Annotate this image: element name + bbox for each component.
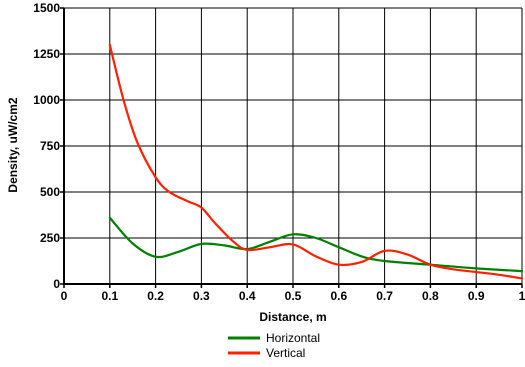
y-tick-label-4: 1000 [33,93,60,107]
series-line-vertical [108,43,524,280]
x-tick-label-8: 0.8 [422,289,439,303]
legend-label-vertical: Vertical [266,346,305,360]
x-tick-label-1: 0.1 [101,289,118,303]
x-tick-label-7: 0.7 [376,289,393,303]
x-tick-label-0: 0 [61,289,68,303]
ticks-layer: 0 0.1 0.2 0.3 0.4 0.5 0.6 0.7 0.8 0.9 1 0 250 500 750 1… [33,1,525,303]
x-tick-label-10: 1 [519,289,525,303]
x-tick-label-2: 0.2 [147,289,164,303]
y-tick-label-5: 1250 [33,47,60,61]
x-tick-label-6: 0.6 [330,289,347,303]
x-tick-label-9: 0.9 [468,289,485,303]
x-tick-label-4: 0.4 [239,289,256,303]
x-axis-title: Distance, m [259,310,326,324]
y-tick-label-2: 500 [40,185,60,199]
y-tick-label-3: 750 [40,139,60,153]
x-tick-label-5: 0.5 [285,289,302,303]
series-line-horizontal [108,216,524,273]
x-tick-label-3: 0.3 [193,289,210,303]
y-tick-label-0: 0 [53,277,60,291]
legend-label-horizontal: Horizontal [266,331,320,345]
y-tick-label-6: 1500 [33,1,60,15]
series-layer [108,43,524,280]
y-tick-label-1: 250 [40,231,60,245]
y-axis-title: Density, uW/cm2 [6,97,20,192]
